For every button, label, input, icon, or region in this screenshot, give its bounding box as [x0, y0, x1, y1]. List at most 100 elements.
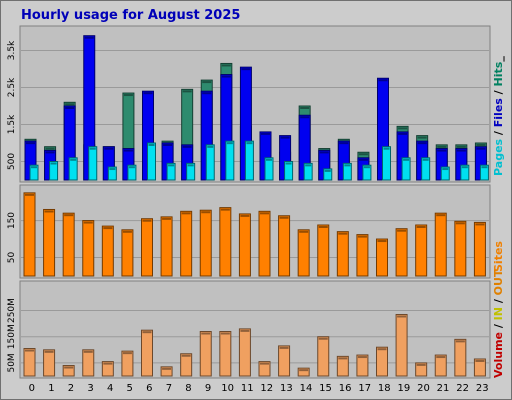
bar-sites-hour-18-cap	[377, 240, 387, 243]
bar-pages-hour-18-cap	[383, 147, 390, 150]
bar-pages-hour-12-fill	[264, 157, 274, 181]
bar-volume-hour-11	[238, 328, 251, 377]
bar-sites-hour-16	[336, 231, 349, 277]
bar-sites-hour-9	[199, 209, 212, 277]
bar-hits-hour-2-cap	[65, 103, 75, 106]
legend-entry: /	[492, 86, 505, 98]
bar-volume-hour-14	[297, 367, 310, 377]
legend-entry: Sites	[492, 241, 505, 272]
bar-pages-hour-5	[127, 164, 137, 181]
bar-pages-hour-14-fill	[303, 162, 313, 181]
bar-files-hour-22-cap	[456, 149, 466, 152]
y-tick-label: 3.5k	[7, 40, 17, 60]
bar-volume-hour-7-fill	[160, 366, 173, 377]
bar-volume-hour-9-cap	[201, 332, 211, 335]
bar-pages-hour-18-fill	[382, 146, 391, 181]
bar-sites-hour-5-fill	[121, 229, 134, 277]
bar-volume-hour-11-cap	[240, 329, 250, 332]
bar-volume-hour-19-fill	[395, 313, 408, 377]
bar-sites-hour-21-cap	[436, 214, 446, 217]
bar-sites-hour-9-cap	[201, 211, 211, 214]
panel-bottom-bars	[23, 313, 486, 377]
bar-pages-hour-15	[323, 168, 333, 181]
bar-pages-hour-2	[68, 157, 78, 181]
bar-pages-hour-0	[29, 164, 39, 181]
legend-entry: IN	[492, 307, 505, 320]
panel-middle-legend: Sites	[492, 241, 505, 272]
bar-pages-hour-23	[479, 164, 489, 181]
bar-volume-hour-12-fill	[258, 361, 271, 377]
bar-pages-hour-16-fill	[342, 162, 352, 181]
x-tick-label: 16	[339, 383, 352, 394]
bar-pages-hour-13	[284, 161, 294, 181]
bar-sites-hour-20	[415, 224, 428, 277]
bar-pages-hour-12-cap	[266, 158, 272, 161]
bar-volume-hour-19	[395, 313, 408, 377]
bar-volume-hour-10-fill	[219, 331, 232, 377]
bar-hits-hour-8-cap	[182, 90, 192, 93]
bar-volume-hour-4-cap	[103, 362, 113, 365]
bar-sites-hour-15-fill	[317, 224, 330, 277]
bar-sites-hour-0-fill	[23, 192, 36, 277]
bar-files-hour-16-cap	[339, 142, 349, 145]
bar-files-hour-10-cap	[221, 75, 231, 78]
bar-sites-hour-5-cap	[122, 230, 132, 233]
panel-top-y-ticks: 500 1.5k 2.5k 3.5k	[7, 40, 17, 170]
bar-volume-hour-14-cap	[299, 369, 309, 372]
x-tick-label: 18	[378, 383, 391, 394]
bar-files-hour-11-cap	[241, 68, 251, 71]
bar-volume-hour-2-cap	[64, 366, 74, 369]
bar-sites-hour-5	[121, 229, 134, 277]
bar-pages-hour-9-fill	[205, 144, 215, 181]
legend-entry: Volume	[492, 332, 505, 378]
bar-sites-hour-23-cap	[475, 223, 485, 226]
bar-volume-hour-13	[278, 345, 291, 377]
bar-sites-hour-17-cap	[357, 235, 367, 238]
bar-pages-hour-22-fill	[460, 164, 470, 181]
bar-pages-hour-5-fill	[127, 164, 137, 181]
bar-pages-hour-11-fill	[244, 140, 254, 181]
bar-sites-hour-8-fill	[180, 210, 193, 277]
bar-sites-hour-11-fill	[238, 213, 251, 277]
bar-sites-hour-6-cap	[142, 219, 152, 222]
bar-sites-hour-18	[376, 238, 388, 277]
bar-volume-hour-15-cap	[318, 337, 328, 340]
bar-volume-hour-21-cap	[436, 356, 446, 359]
bar-pages-hour-17-cap	[363, 166, 370, 169]
bar-pages-hour-18	[382, 146, 391, 181]
bar-volume-hour-16	[336, 355, 349, 377]
bar-volume-hour-21	[434, 354, 447, 377]
bar-sites-hour-10	[219, 207, 232, 277]
bar-pages-hour-19-cap	[403, 158, 410, 161]
bar-pages-hour-10-cap	[226, 142, 233, 145]
bar-pages-hour-1-cap	[50, 162, 57, 165]
bar-pages-hour-21-cap	[442, 168, 449, 171]
bar-pages-hour-19	[401, 157, 411, 181]
bar-sites-hour-13	[278, 215, 291, 277]
legend-entry: Pages	[492, 138, 505, 176]
bar-sites-hour-14	[297, 229, 310, 277]
bar-volume-hour-16-cap	[338, 357, 348, 360]
bar-sites-hour-15	[317, 224, 330, 277]
legend-entry: OUT	[492, 269, 505, 295]
bar-volume-hour-9	[199, 331, 212, 377]
y-tick-label: 50	[7, 252, 17, 264]
bar-sites-hour-15-cap	[318, 226, 328, 228]
bar-volume-hour-14-fill	[297, 367, 310, 377]
panel-top-gridlines	[21, 50, 489, 162]
bar-volume-hour-7-cap	[162, 367, 172, 370]
bar-volume-hour-6-fill	[141, 329, 153, 377]
bar-files-hour-20-cap	[417, 142, 427, 145]
bar-sites-hour-20-cap	[416, 226, 426, 228]
bar-pages-hour-2-cap	[70, 158, 77, 161]
legend-entry: /	[492, 320, 505, 332]
bar-volume-hour-13-fill	[278, 345, 291, 377]
bar-volume-hour-1-fill	[43, 349, 56, 377]
bar-volume-hour-5-cap	[122, 352, 132, 355]
y-tick-label: 1.5k	[7, 114, 17, 134]
bar-sites-hour-8-cap	[181, 212, 191, 215]
legend-entry: Files	[492, 98, 505, 128]
bar-sites-hour-12	[258, 210, 271, 277]
chart-title: Hourly usage for August 2025	[21, 8, 240, 23]
bar-files-hour-19-cap	[398, 132, 408, 135]
